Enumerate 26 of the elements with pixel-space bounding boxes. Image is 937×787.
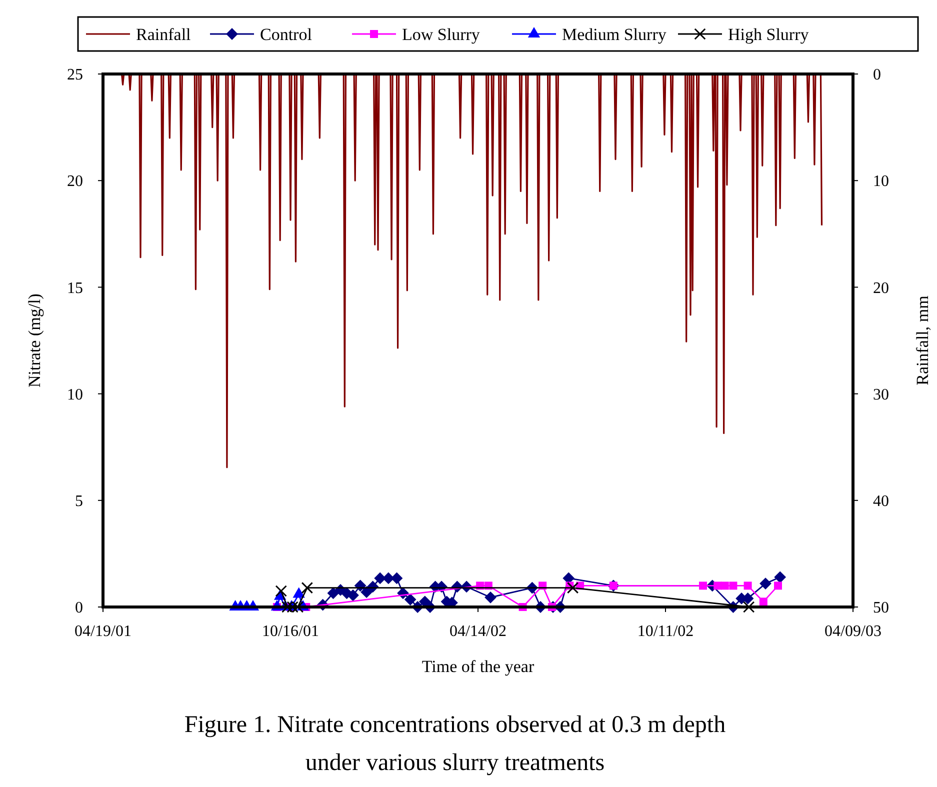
y-tick-label: 0 (75, 600, 83, 617)
y2-tick-label: 0 (873, 66, 881, 84)
legend-label: Rainfall (136, 24, 192, 44)
y2-tick-label: 50 (873, 600, 889, 617)
y-tick-label: 20 (67, 173, 83, 190)
y-tick-label: 15 (67, 280, 83, 297)
y2-tick-label: 10 (873, 173, 889, 190)
x-tick-label: 04/14/02 (450, 623, 506, 640)
legend-label: Low Slurry (402, 24, 480, 44)
y-tick-label: 5 (75, 493, 83, 510)
y2-tick-label: 40 (873, 493, 889, 510)
x-axis-title: Time of the year (422, 657, 534, 676)
x-tick-label: 04/19/01 (74, 623, 132, 640)
legend-label: Medium Slurry (562, 24, 667, 44)
x-tick-label: 10/11/02 (637, 623, 694, 640)
y2-tick-label: 30 (873, 386, 889, 404)
legend-label: High Slurry (728, 24, 810, 44)
text: Figure 1. Nitrate concentrations observed at 0.3 m depth under various slurry treatments (184, 712, 726, 776)
y2-axis-title: Rainfall, mm (913, 296, 932, 386)
y-axis-title: Nitrate (mg/l) (25, 294, 44, 388)
legend-label: Control (260, 24, 312, 44)
y-tick-label: 25 (67, 66, 83, 84)
x-tick-label: 10/16/01 (262, 623, 319, 640)
y2-tick-label: 20 (873, 280, 889, 297)
y-tick-label: 10 (67, 386, 83, 404)
x-tick-label: 04/09/03 (824, 623, 882, 640)
